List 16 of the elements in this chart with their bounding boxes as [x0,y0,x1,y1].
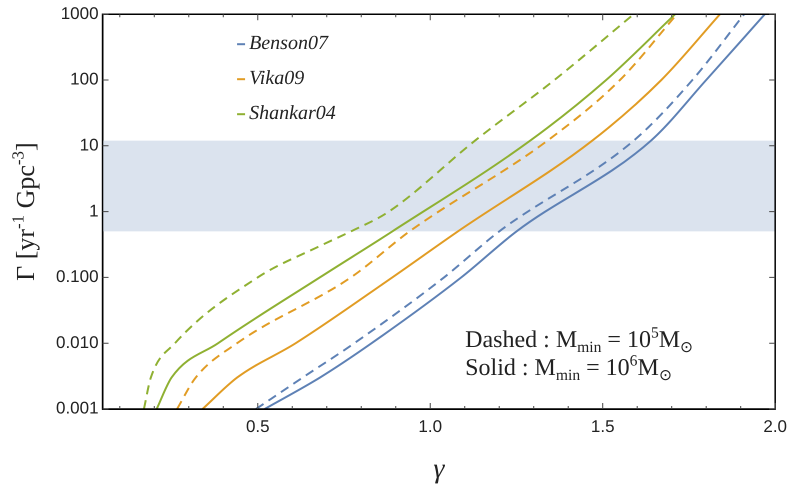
legend-label: Benson07 [249,32,329,54]
y-tick-label: 0.010 [56,332,99,352]
y-tick-label: 0.001 [56,398,99,418]
x-tick-label: 1.5 [590,416,615,436]
y-tick-label: 10 [80,135,99,154]
y-tick-label: 1 [89,201,99,220]
y-tick-label: 1000 [60,4,99,23]
y-axis-title: Γ [yr-1 Gpc-3] [8,142,40,281]
x-tick-label: 0.5 [246,416,270,436]
y-tick-label: 100 [70,70,99,89]
x-tick-label: 1.0 [418,416,442,436]
x-axis-title: γ [433,454,446,485]
legend-label: Vika09 [249,67,304,90]
legend-label: Shankar04 [249,102,336,124]
x-tick-label: 2.0 [763,416,788,436]
y-tick-label: 0.100 [56,267,99,286]
